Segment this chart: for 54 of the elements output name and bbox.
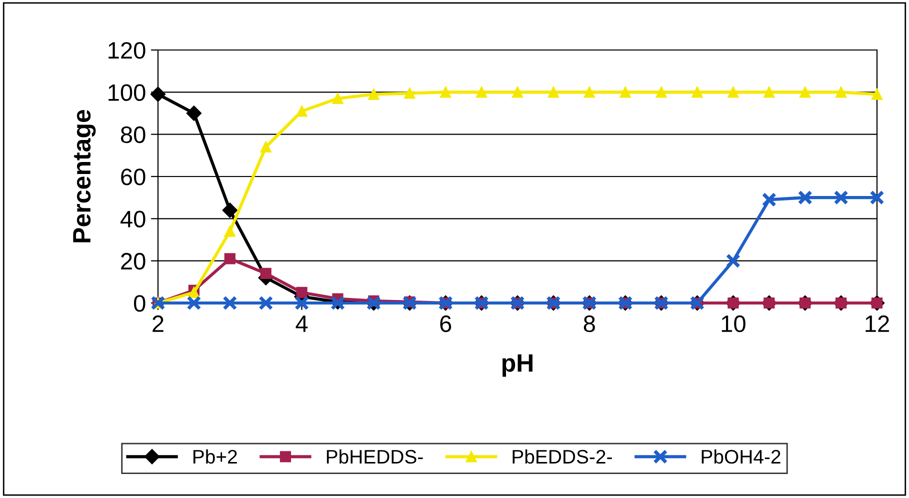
point [512,86,524,98]
point [835,86,847,98]
legend-label: PbHEDDS- [326,449,423,464]
point [186,106,202,121]
point [224,226,236,237]
y-tick-label: 100 [108,84,146,101]
point [692,86,703,98]
point [762,192,776,207]
x-tick-label: 8 [584,315,595,332]
point [260,268,272,280]
point [584,86,595,98]
legend-label: PbOH4-2 [702,449,780,464]
point [188,286,200,298]
point [222,296,238,310]
x-tick-label: 6 [440,315,452,332]
point [294,296,310,310]
legend-label: Pb+2 [193,449,237,464]
legend-label: PbEDDS-2- [512,449,612,464]
point [258,296,274,310]
y-tick-label: 0 [134,295,146,312]
y-tick-label: 80 [120,126,146,144]
y-tick-label: 20 [121,252,146,270]
point [404,88,416,99]
point [871,88,883,100]
point [150,86,166,102]
point [224,253,236,264]
point [222,202,238,218]
x-tick-label: 10 [722,315,746,332]
point [332,92,344,104]
point [476,86,488,98]
point [870,190,884,205]
x-tick-label: 2 [152,315,164,332]
point [296,286,308,298]
y-axis-title: Percentage [73,110,96,242]
point [798,190,812,205]
point [656,86,667,98]
point [764,86,775,98]
point [548,86,560,98]
y-tick-label: 40 [120,210,146,228]
x-tick-label: 4 [296,316,308,332]
point [368,88,380,100]
y-tick-label: 120 [108,42,146,59]
point [834,190,848,205]
point [726,254,740,268]
point [620,86,631,98]
point [800,86,811,98]
x-tick-label: 12 [866,315,889,332]
point [728,86,739,98]
x-axis-title: pH [502,354,532,377]
point [440,86,452,98]
point [186,296,202,310]
y-tick-label: 60 [121,168,146,186]
point [260,141,272,153]
point [296,106,308,117]
